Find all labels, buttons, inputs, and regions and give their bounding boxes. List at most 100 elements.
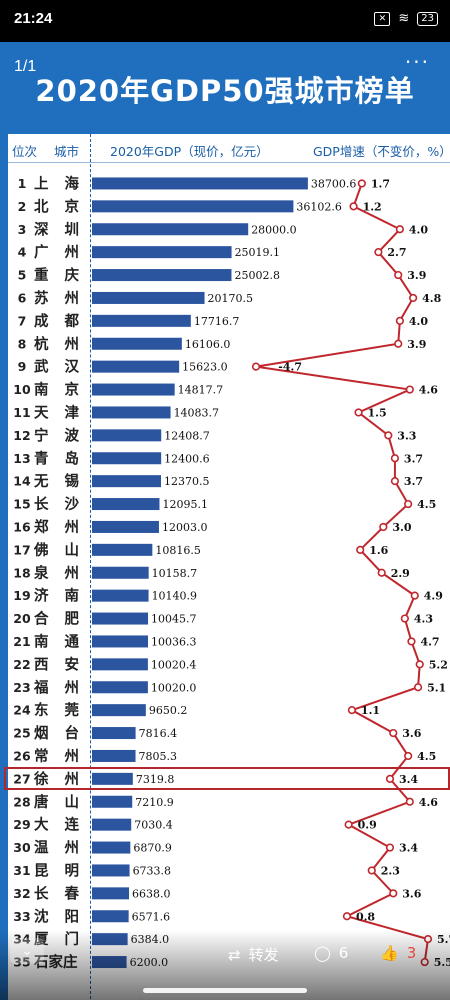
growth-value-label: 4.0	[409, 223, 428, 236]
table-header: 位次 城市 2020年GDP（现价，亿元） GDP增速（不变价，%）	[8, 134, 450, 162]
city-label: 杭州	[34, 335, 95, 353]
growth-value-label: 3.7	[404, 475, 423, 488]
gdp-value-label: 12408.7	[164, 429, 210, 442]
gdp-bar	[92, 200, 294, 213]
gdp-value-label: 25019.1	[235, 246, 281, 259]
gdp-bar	[92, 841, 131, 854]
growth-point	[356, 545, 365, 554]
city-label: 合肥	[33, 610, 95, 628]
rank-label: 17	[13, 542, 30, 557]
growth-value-label: 3.9	[407, 338, 426, 351]
gdp-value-label: 10020.0	[151, 681, 197, 694]
gdp-bar	[92, 314, 191, 327]
gdp-value-label: 7319.8	[136, 773, 175, 786]
gdp-bar	[92, 520, 159, 533]
status-icons: ✕ ≋ 23	[374, 11, 438, 26]
growth-point	[354, 408, 363, 417]
city-label: 西安	[34, 655, 95, 673]
rank-label: 10	[13, 382, 31, 397]
poster-title: 2020年GDP50强城市榜单	[35, 74, 415, 108]
gdp-value-label: 14817.7	[178, 384, 224, 397]
city-label: 烟台	[34, 724, 95, 742]
battery-icon: 23	[417, 11, 438, 26]
gdp-bar	[92, 772, 133, 785]
collapse-icon[interactable]: ⌄	[10, 938, 44, 964]
rank-label: 12	[13, 428, 30, 443]
city-label: 郑州	[34, 518, 95, 536]
like-icon: 👍	[380, 944, 399, 962]
city-label: 南京	[34, 381, 95, 399]
gdp-value-label: 10140.9	[152, 590, 198, 603]
home-indicator[interactable]	[143, 988, 307, 993]
city-label: 青岛	[34, 449, 95, 467]
city-label: 宁波	[34, 426, 95, 444]
gdp-value-label: 6571.6	[132, 910, 171, 923]
growth-point	[389, 728, 398, 738]
growth-value-label: 3.0	[392, 521, 411, 534]
growth-value-label: 1.2	[363, 200, 382, 213]
gdp-bar	[92, 429, 162, 442]
rank-label: 25	[13, 726, 30, 741]
growth-value-label: 0.8	[356, 910, 375, 923]
rank-label: 6	[18, 290, 27, 305]
gdp-bar	[92, 910, 129, 923]
rank-label: 26	[13, 748, 31, 763]
growth-point	[251, 362, 261, 371]
rank-label: 13	[13, 451, 30, 466]
growth-value-label: 4.5	[417, 498, 436, 511]
city-label: 上海	[34, 174, 95, 192]
growth-value-label: 1.6	[369, 544, 388, 557]
repost-button[interactable]: ⇄ 转发	[228, 944, 279, 965]
city-label: 昆明	[34, 862, 95, 879]
header-divider	[8, 162, 450, 163]
gdp-bar	[92, 612, 149, 625]
growth-point	[395, 316, 404, 325]
growth-value-label: 1.5	[368, 406, 387, 419]
status-bar: 21:24 ✕ ≋ 23	[0, 0, 450, 40]
gdp-bar	[92, 795, 133, 808]
city-label: 重庆	[34, 266, 95, 284]
growth-point	[410, 591, 419, 600]
comment-count: 6	[338, 944, 349, 962]
city-label: 温州	[34, 840, 95, 857]
more-icon[interactable]: ···	[404, 50, 430, 74]
growth-value-label: 4.6	[419, 796, 438, 809]
highlight-row-box	[4, 767, 450, 791]
gdp-bar	[92, 727, 136, 740]
comment-button[interactable]: ◯ 6	[314, 944, 348, 962]
gdp-value-label: 6638.0	[132, 887, 171, 900]
gdp-value-label: 28000.0	[251, 223, 297, 236]
repost-label: 转发	[248, 946, 279, 964]
rank-label: 22	[13, 657, 30, 672]
growth-point	[404, 751, 413, 761]
growth-point	[390, 477, 400, 486]
rank-label: 14	[13, 474, 31, 489]
like-button[interactable]: 👍 3	[380, 944, 416, 962]
gdp-bar	[92, 566, 149, 579]
growth-value-label: 1.1	[361, 704, 380, 717]
gdp-value-label: 7210.9	[135, 796, 174, 809]
rank-label: 31	[13, 863, 30, 878]
gdp-value-label: 20170.5	[208, 292, 254, 305]
city-label: 苏州	[34, 289, 95, 307]
gdp-value-label: 9650.2	[149, 704, 188, 717]
growth-value-label: 0.9	[358, 819, 377, 832]
gdp-bar	[92, 589, 149, 602]
growth-value-label: 4.9	[424, 590, 443, 603]
city-label: 广州	[34, 243, 95, 261]
city-label: 长春	[34, 884, 95, 902]
growth-point	[379, 522, 388, 532]
gdp-bar	[92, 246, 232, 259]
growth-point	[395, 225, 404, 234]
growth-point	[404, 499, 413, 509]
city-label: 北京	[34, 197, 95, 215]
gdp-value-label: 14083.7	[174, 406, 220, 419]
growth-value-label: 3.6	[402, 887, 421, 900]
rank-label: 11	[13, 405, 30, 420]
gdp-value-label: 10045.7	[151, 613, 197, 626]
gdp-value-label: 15623.0	[182, 361, 228, 374]
city-label: 沈阳	[34, 907, 95, 925]
gdp-chart: 1 上海 38700.6 2 北京 36102.6 3 深圳 28000.0 4 广州 25019.1…	[13, 174, 450, 971]
rank-label: 16	[13, 519, 31, 534]
growth-point	[390, 454, 400, 463]
